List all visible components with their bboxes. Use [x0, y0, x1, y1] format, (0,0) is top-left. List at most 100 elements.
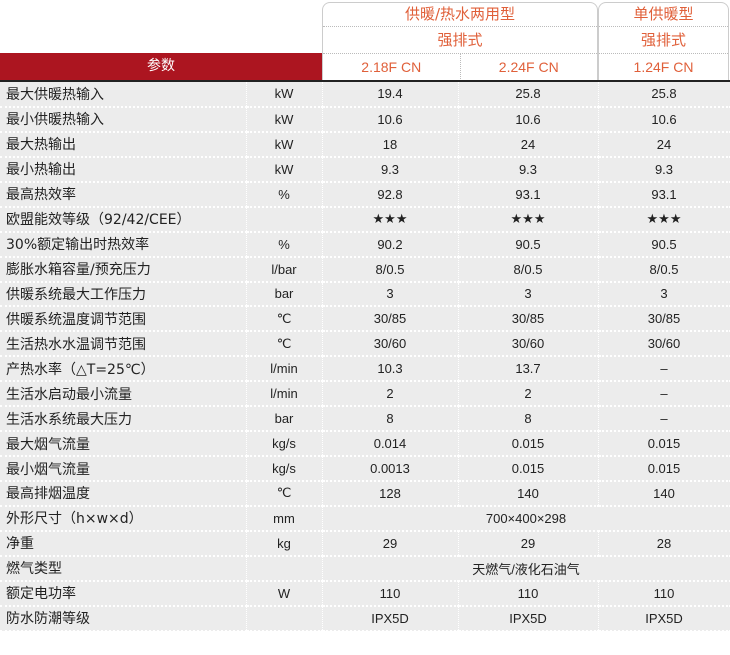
row-label: 生活水启动最小流量: [0, 381, 247, 408]
row-value: 24: [598, 131, 730, 158]
group-dual-purpose-header: 供暖/热水两用型 强排式 2.18F CN 2.24F CN: [322, 2, 598, 81]
row-value: 28: [598, 530, 730, 557]
table-row: 最大供暖热输入 kW 19.4 25.8 25.8: [0, 82, 730, 108]
row-label: 30%额定输出时热效率: [0, 231, 247, 258]
row-value: IPX5D: [458, 605, 599, 632]
row-value: 8: [458, 406, 599, 433]
row-value: IPX5D: [598, 605, 730, 632]
row-value: 30/85: [458, 306, 599, 333]
row-label: 最大烟气流量: [0, 431, 247, 458]
row-value: 18: [322, 131, 459, 158]
table-row: 生活水启动最小流量 l/min 2 2–: [0, 381, 730, 408]
row-unit: mm: [246, 505, 323, 532]
row-unit: kW: [246, 82, 323, 108]
row-value: 0.014: [322, 431, 459, 458]
row-value: 8/0.5: [598, 256, 730, 283]
row-value: 30/85: [598, 306, 730, 333]
row-value: 19.4: [322, 82, 459, 108]
row-unit: kg/s: [246, 431, 323, 458]
row-label: 最高排烟温度: [0, 481, 247, 507]
table-row: 产热水率（△T=25℃） l/min 10.3 13.7–: [0, 356, 730, 383]
row-value: 10.6: [322, 106, 459, 133]
row-value: 90.2: [322, 231, 459, 258]
row-value: 110: [322, 580, 459, 607]
row-unit: W: [246, 580, 323, 607]
row-value: 110: [598, 580, 730, 607]
table-row: 生活热水水温调节范围 ℃ 30/60 30/60 30/60: [0, 331, 730, 358]
row-value: –: [598, 381, 730, 408]
row-unit: ℃: [246, 331, 323, 358]
flue-type: 强排式: [599, 27, 728, 54]
row-unit: l/min: [246, 381, 323, 408]
table-row: 外形尺寸（h×w×d） mm 700×400×298: [0, 505, 730, 532]
row-value: IPX5D: [322, 605, 459, 632]
row-value: 90.5: [598, 231, 730, 258]
row-unit: kW: [246, 131, 323, 158]
row-unit: ℃: [246, 481, 323, 507]
table-row: 最高热效率% 92.8 93.1 93.1: [0, 181, 730, 208]
table-row: 最大烟气流量 kg/s 0.014 0.015 0.015: [0, 431, 730, 458]
row-value: 0.0013: [322, 456, 459, 482]
row-value: 10.3: [322, 356, 459, 383]
table-row: 生活水系统最大压力 bar 8 8–: [0, 406, 730, 433]
row-value: 10.6: [458, 106, 599, 133]
row-value: 0.015: [598, 431, 730, 458]
row-value: 90.5: [458, 231, 599, 258]
row-value: 3: [322, 281, 459, 308]
group-type: 供暖/热水两用型: [323, 3, 597, 27]
row-label: 供暖系统温度调节范围: [0, 306, 247, 333]
row-label: 欧盟能效等级（92/42/CEE）: [0, 206, 247, 233]
row-value: 140: [598, 481, 730, 507]
row-label: 生活热水水温调节范围: [0, 331, 247, 358]
row-value: 140: [458, 481, 599, 507]
row-value: ★★★: [322, 206, 459, 233]
model-name: 2.18F CN: [323, 54, 461, 81]
row-value: 8: [322, 406, 459, 433]
row-unit: bar: [246, 281, 323, 308]
row-value: 24: [458, 131, 599, 158]
row-unit: kg: [246, 530, 323, 557]
row-unit: kg/s: [246, 456, 323, 482]
row-label: 防水防潮等级: [0, 605, 247, 632]
row-value: 30/60: [458, 331, 599, 358]
row-value: 25.8: [598, 82, 730, 108]
table-row: 供暖系统最大工作压力 bar 3 3 3: [0, 281, 730, 308]
table-row: 膨胀水箱容量/预充压力 l/bar 8/0.5 8/0.5 8/0.5: [0, 256, 730, 283]
row-label: 产热水率（△T=25℃）: [0, 356, 247, 383]
row-value-merged: 天燃气/液化石油气: [322, 555, 730, 582]
row-label: 净重: [0, 530, 247, 557]
row-label: 外形尺寸（h×w×d）: [0, 505, 247, 532]
param-header: 参数: [0, 53, 322, 80]
row-value: ★★★: [598, 206, 730, 233]
row-label: 燃气类型: [0, 555, 247, 582]
row-value: 8/0.5: [322, 256, 459, 283]
table-row: 欧盟能效等级（92/42/CEE） ★★★ ★★★ ★★★: [0, 206, 730, 233]
row-value: 0.015: [598, 456, 730, 482]
row-value: 29: [322, 530, 459, 557]
row-value: 8/0.5: [458, 256, 599, 283]
table-row: 最小热输出 kW 9.3 9.3 9.3: [0, 156, 730, 183]
row-unit: kW: [246, 106, 323, 133]
table-row: 供暖系统温度调节范围 ℃ 30/85 30/85 30/85: [0, 306, 730, 333]
row-label: 最小热输出: [0, 156, 247, 183]
row-label: 供暖系统最大工作压力: [0, 281, 247, 308]
row-unit: %: [246, 231, 323, 258]
row-value: 3: [458, 281, 599, 308]
row-value: –: [598, 356, 730, 383]
row-unit: kW: [246, 156, 323, 183]
table-row: 最大热输出 kW 18 24 24: [0, 131, 730, 158]
group-heating-only-header: 单供暖型 强排式 1.24F CN: [598, 2, 729, 80]
row-value: 128: [322, 481, 459, 507]
row-label: 生活水系统最大压力: [0, 406, 247, 433]
row-label: 最小烟气流量: [0, 456, 247, 482]
row-value: 30/60: [598, 331, 730, 358]
row-label: 最小供暖热输入: [0, 106, 247, 133]
row-value: 9.3: [598, 156, 730, 183]
table-row: 净重 kg 29 29 28: [0, 530, 730, 557]
row-label: 最大热输出: [0, 131, 247, 158]
row-value: 30/85: [322, 306, 459, 333]
row-value-merged: 700×400×298: [322, 505, 730, 532]
row-value: 0.015: [458, 456, 599, 482]
table-row: 最小供暖热输入 kW 10.6 10.6 10.6: [0, 106, 730, 133]
row-value: 25.8: [458, 82, 599, 108]
